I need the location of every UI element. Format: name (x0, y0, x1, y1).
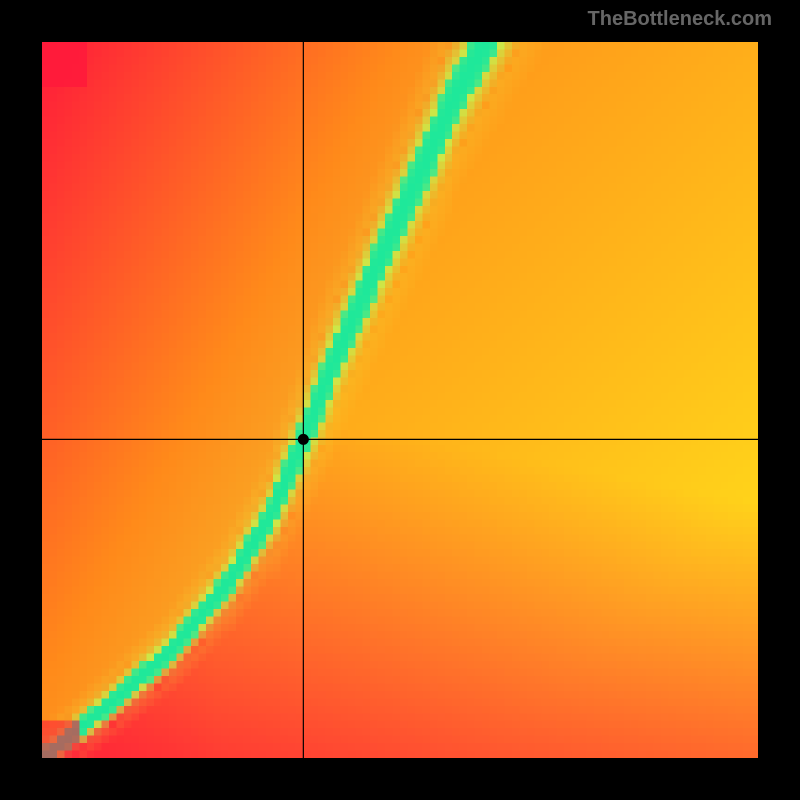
heatmap-svg (42, 42, 758, 758)
heatmap-plot (42, 42, 758, 758)
watermark-text: TheBottleneck.com (588, 8, 772, 31)
figure-container: TheBottleneck.com (0, 0, 800, 800)
